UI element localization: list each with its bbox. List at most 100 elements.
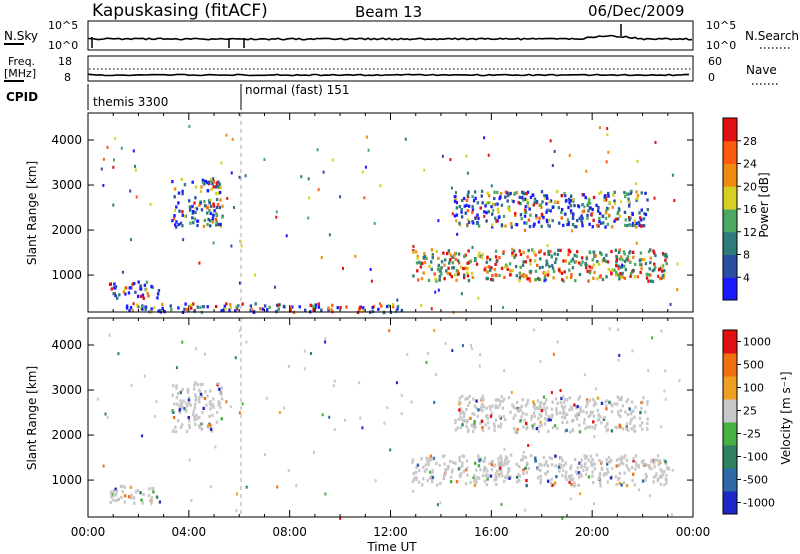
echo-cell [608, 400, 611, 404]
echo-cell [455, 219, 458, 223]
echo-cell [183, 214, 187, 218]
echo-cell [556, 252, 560, 257]
echo-cell [562, 223, 565, 227]
echo-cell [457, 417, 460, 421]
echo-cell [592, 462, 595, 467]
echo-cell [534, 456, 537, 460]
echo-cell [211, 177, 215, 181]
echo-cell [211, 220, 215, 224]
echo-cell [587, 279, 590, 283]
echo-cell [647, 279, 650, 283]
echo-cell [495, 469, 499, 473]
echo-cell [446, 464, 450, 468]
echo-cell [633, 429, 637, 433]
echo-cell [573, 260, 577, 264]
echo-cell [664, 462, 668, 466]
echo-cell [291, 305, 294, 309]
echo-cell [193, 309, 196, 313]
echo-cell [219, 405, 222, 409]
echo-cell [106, 145, 109, 149]
echo-cell [477, 454, 480, 458]
echo-cell [586, 425, 589, 429]
echo-cell [605, 458, 608, 462]
echo-cell [577, 471, 581, 475]
echo-cell [461, 344, 464, 348]
echo-cell [451, 255, 455, 259]
echo-cell [506, 474, 509, 478]
echo-cell [505, 476, 509, 480]
echo-cell [437, 288, 440, 292]
echo-cell [633, 415, 636, 419]
echo-cell [461, 394, 464, 398]
echo-cell [546, 464, 550, 468]
echo-cell [359, 416, 362, 420]
echo-cell [635, 190, 638, 194]
echo-cell [521, 411, 525, 415]
echo-cell [654, 458, 657, 462]
echo-cell [515, 191, 519, 195]
echo-cell [339, 195, 342, 199]
echo-cell [596, 277, 599, 281]
echo-cell [485, 482, 489, 487]
echo-cell [537, 416, 540, 420]
echo-cell [457, 252, 461, 256]
echo-cell [539, 420, 542, 424]
echo-cell [527, 466, 530, 471]
echo-cell [492, 208, 495, 212]
echo-cell [483, 214, 486, 218]
echo-cell [597, 413, 600, 417]
echo-cell [430, 475, 433, 479]
echo-cell [604, 259, 608, 263]
echo-cell [174, 425, 177, 429]
echo-cell [505, 462, 509, 466]
echo-cell [539, 249, 543, 253]
echo-cell [303, 349, 306, 353]
echo-cell [477, 464, 481, 468]
echo-cell [643, 212, 646, 216]
echo-cell [460, 208, 463, 212]
echo-cell [610, 225, 614, 229]
echo-cell [188, 423, 191, 427]
echo-cell [564, 475, 567, 479]
echo-cell [520, 217, 523, 221]
echo-cell [613, 219, 616, 223]
echo-cell [181, 213, 185, 217]
echo-cell [561, 406, 565, 410]
nsky-tick-top: 10^5 [48, 19, 78, 32]
echo-cell [618, 481, 621, 485]
echo-cell [575, 225, 578, 229]
echo-cell [537, 467, 540, 471]
echo-cell [197, 399, 201, 403]
echo-cell [450, 275, 453, 279]
echo-cell [505, 456, 509, 460]
echo-cell [225, 302, 228, 306]
echo-cell [635, 182, 638, 186]
echo-cell [526, 198, 529, 202]
echo-cell [634, 461, 638, 465]
echo-cell [588, 251, 592, 255]
echo-cell [465, 420, 469, 424]
echo-cell [136, 303, 139, 307]
echo-cell [174, 430, 178, 434]
echo-cell [540, 423, 543, 427]
echo-cell [431, 468, 434, 473]
colorbar-swatch [723, 254, 737, 278]
echo-cell [489, 407, 492, 411]
echo-cell [443, 277, 446, 281]
echo-cell [244, 174, 247, 178]
echo-cell [416, 269, 419, 273]
echo-cell [453, 199, 457, 203]
echo-cell [547, 252, 550, 257]
echo-cell [519, 252, 523, 257]
echo-cell [578, 461, 581, 465]
echo-cell [218, 190, 222, 195]
echo-cell [590, 460, 593, 465]
echo-cell [599, 274, 602, 278]
echo-cell [561, 395, 565, 399]
echo-cell [110, 287, 113, 291]
echo-cell [500, 457, 503, 461]
echo-cell [175, 384, 178, 388]
echo-cell [459, 425, 463, 430]
echo-cell [520, 415, 523, 419]
echo-cell [618, 214, 622, 218]
